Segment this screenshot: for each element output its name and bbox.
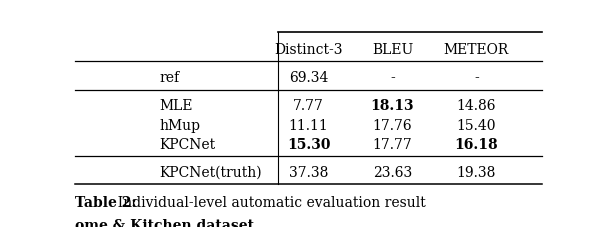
Text: KPCNet(truth): KPCNet(truth) (159, 165, 262, 179)
Text: 17.76: 17.76 (373, 118, 412, 132)
Text: MLE: MLE (159, 99, 193, 113)
Text: 15.30: 15.30 (287, 137, 330, 151)
Text: 19.38: 19.38 (457, 165, 496, 179)
Text: BLEU: BLEU (372, 43, 413, 57)
Text: ref: ref (159, 71, 179, 85)
Text: 14.86: 14.86 (457, 99, 496, 113)
Text: 23.63: 23.63 (373, 165, 412, 179)
Text: Distinct-3: Distinct-3 (275, 43, 343, 57)
Text: 11.11: 11.11 (288, 118, 329, 132)
Text: 17.77: 17.77 (373, 137, 412, 151)
Text: 18.13: 18.13 (371, 99, 414, 113)
Text: 37.38: 37.38 (289, 165, 328, 179)
Text: Table 2:: Table 2: (75, 195, 137, 209)
Text: 7.77: 7.77 (293, 99, 324, 113)
Text: ome & Kitchen dataset.: ome & Kitchen dataset. (75, 218, 259, 227)
Text: METEOR: METEOR (444, 43, 509, 57)
Text: 69.34: 69.34 (289, 71, 328, 85)
Text: 15.40: 15.40 (457, 118, 496, 132)
Text: hMup: hMup (159, 118, 200, 132)
Text: -: - (390, 71, 395, 85)
Text: 16.18: 16.18 (455, 137, 498, 151)
Text: KPCNet: KPCNet (159, 137, 216, 151)
Text: Individual-level automatic evaluation result: Individual-level automatic evaluation re… (109, 195, 426, 209)
Text: -: - (474, 71, 479, 85)
